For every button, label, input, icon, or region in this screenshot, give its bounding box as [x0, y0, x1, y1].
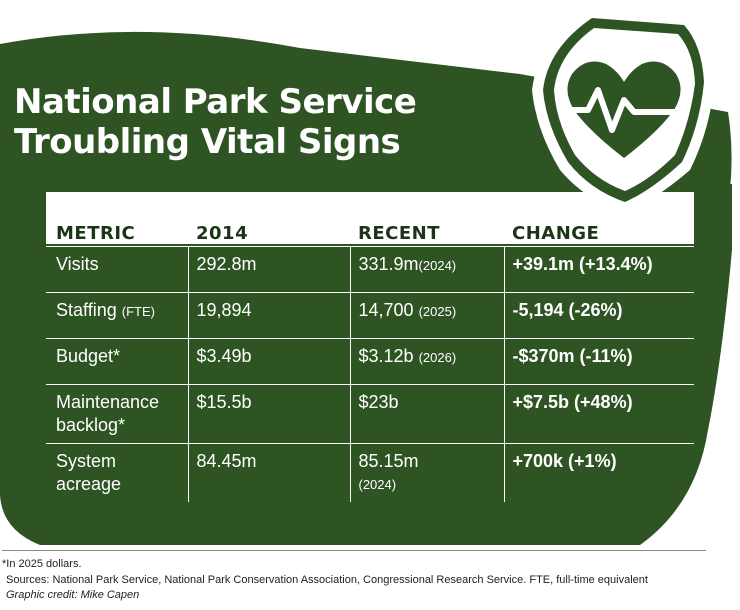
page-title: National Park Service Troubling Vital Si…: [14, 82, 417, 162]
heartbeat-line: [563, 87, 687, 133]
footer-divider: [2, 550, 706, 551]
vital-signs-table-container: METRIC 2014 RECENT CHANGE Visits 292.8m …: [46, 218, 694, 502]
recent-year: (2024): [358, 477, 397, 492]
recent-cell: $23b: [349, 384, 504, 444]
recent-value: 85.15m: [358, 451, 419, 471]
recent-year: (2026): [418, 350, 457, 365]
recent-value: 14,700: [358, 300, 414, 320]
title-line-2: Troubling Vital Signs: [14, 122, 401, 162]
recent-cell: $3.12b (2026): [349, 338, 504, 385]
vital-signs-table: METRIC 2014 RECENT CHANGE Visits 292.8m …: [46, 218, 694, 502]
change-cell: +39.1m (+13.4%): [503, 246, 694, 293]
column-header-2014: 2014: [196, 222, 249, 244]
change-cell: -$370m (-11%): [503, 338, 694, 385]
column-header-change: CHANGE: [512, 222, 600, 244]
graphic-credit: Graphic credit: Mike Capen: [6, 589, 140, 601]
table-header-band: [46, 192, 694, 244]
value-2014-cell: $3.49b: [187, 338, 350, 385]
value-2014-cell: 292.8m: [187, 246, 350, 293]
recent-value: $3.12b: [358, 346, 414, 366]
arrowhead-emblem: [532, 8, 715, 213]
metric-cell: Visits: [46, 246, 188, 293]
change-cell: +700k (+1%): [503, 443, 694, 502]
recent-cell: 331.9m(2024): [349, 246, 504, 293]
table-header-row: METRIC 2014 RECENT CHANGE: [46, 218, 694, 247]
metric-label: Staffing: [56, 300, 117, 320]
heart-heartbeat-icon: [567, 61, 681, 158]
table-row: Visits 292.8m 331.9m(2024) +39.1m (+13.4…: [46, 246, 694, 293]
table-row: Staffing (FTE) 19,894 14,700 (2025) -5,1…: [46, 292, 694, 339]
recent-year: (2024): [418, 258, 457, 273]
metric-cell: System acreage: [46, 443, 188, 502]
metric-note: (FTE): [121, 304, 155, 319]
title-banner: [0, 31, 732, 190]
title-line-1: National Park Service: [14, 82, 417, 122]
recent-cell: 14,700 (2025): [349, 292, 504, 339]
recent-value: $23b: [358, 392, 399, 412]
metric-label: System acreage: [56, 451, 122, 494]
value-2014-cell: 19,894: [187, 292, 350, 339]
metric-cell: Budget*: [46, 338, 188, 385]
column-header-recent: RECENT: [358, 222, 441, 244]
table-row: Maintenance backlog* $15.5b $23b +$7.5b …: [46, 384, 694, 444]
column-header-metric: METRIC: [56, 222, 136, 244]
value-2014-cell: 84.45m: [187, 443, 350, 502]
metric-label: Visits: [56, 254, 99, 274]
metric-label: Maintenance backlog*: [56, 392, 160, 435]
recent-cell: 85.15m (2024): [349, 443, 504, 502]
table-row: Budget* $3.49b $3.12b (2026) -$370m (-11…: [46, 338, 694, 385]
metric-cell: Maintenance backlog*: [46, 384, 188, 444]
change-cell: -5,194 (-26%): [503, 292, 694, 339]
sources-line: Sources: National Park Service, National…: [6, 574, 648, 586]
table-row: System acreage 84.45m 85.15m (2024) +700k…: [46, 443, 694, 502]
change-cell: +$7.5b (+48%): [503, 384, 694, 444]
metric-cell: Staffing (FTE): [46, 292, 188, 339]
recent-year: (2025): [418, 304, 457, 319]
recent-value: 331.9m: [358, 254, 419, 274]
footnote: *In 2025 dollars.: [2, 558, 82, 570]
metric-label: Budget*: [56, 346, 121, 366]
value-2014-cell: $15.5b: [187, 384, 350, 444]
